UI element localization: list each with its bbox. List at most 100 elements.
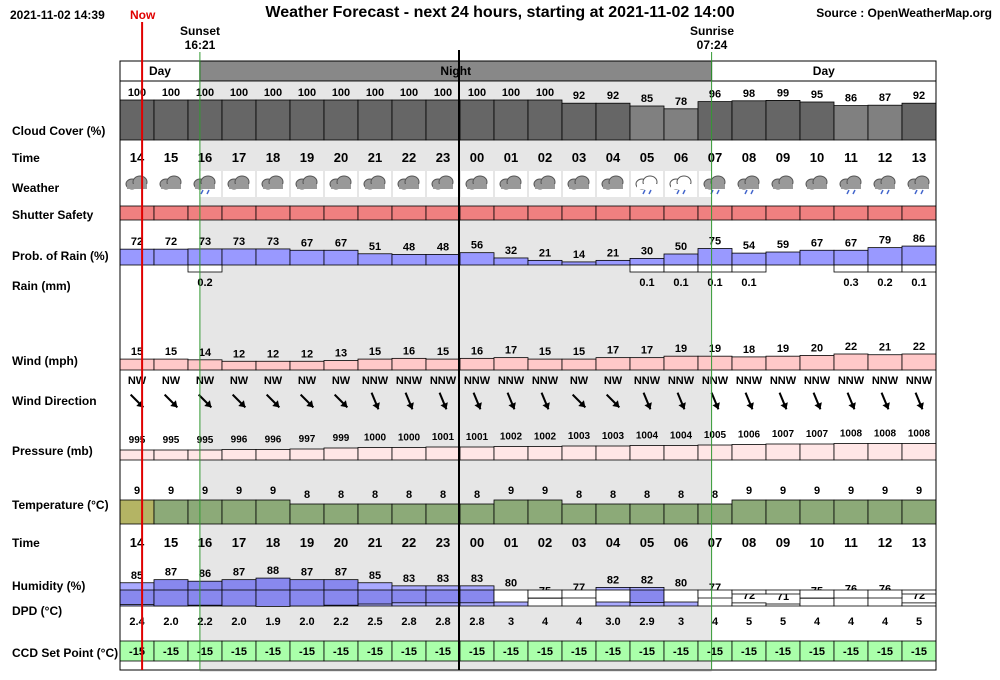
arrow-head xyxy=(238,400,246,408)
wind-speed-bar xyxy=(391,357,427,371)
wind-speed-value: 12 xyxy=(233,348,245,360)
cloud-base xyxy=(195,184,215,189)
wind-speed-value: 16 xyxy=(471,345,483,357)
cloud-cover-bar xyxy=(255,99,291,141)
rain-prob-bar xyxy=(527,259,563,266)
shutter-safety-cell xyxy=(187,205,223,221)
cloud-cover-bar xyxy=(867,104,903,141)
cloud-cover-bar xyxy=(629,105,665,141)
dpd-bar xyxy=(391,589,427,604)
cloud-cover-value: 100 xyxy=(366,87,384,99)
temperature-value: 8 xyxy=(440,489,446,501)
time-label: 02 xyxy=(538,150,552,165)
temperature-bar xyxy=(799,499,835,525)
pressure-bar xyxy=(493,446,529,461)
ccd-set-point-value: -15 xyxy=(605,646,621,658)
cloud-base xyxy=(365,184,385,189)
ccd-set-point-value: -15 xyxy=(503,646,519,658)
wind-direction-label: NNW xyxy=(702,375,729,387)
row-label-ccd-set-point: CCD Set Point (°C) xyxy=(12,646,119,660)
temperature-value: 8 xyxy=(678,489,684,501)
weather-cloud-rain-icon xyxy=(907,175,930,195)
pressure-value: 1003 xyxy=(602,431,625,442)
pressure-bar xyxy=(595,445,631,461)
weather-cloud-icon xyxy=(261,175,284,190)
time-label-bottom: 05 xyxy=(640,535,654,550)
rain-prob-value: 67 xyxy=(845,237,857,249)
humidity-value: 85 xyxy=(369,570,381,582)
wind-arrow-icon xyxy=(571,393,587,409)
weather-cloud-icon xyxy=(771,175,794,190)
wind-speed-bar xyxy=(663,355,699,371)
shutter-safety-cell xyxy=(561,205,597,221)
wind-speed-value: 20 xyxy=(811,342,823,354)
rain-amount-bar xyxy=(663,264,699,273)
wind-speed-bar xyxy=(459,357,495,371)
row-label-rain: Rain (mm) xyxy=(12,279,71,293)
temperature-bar xyxy=(867,499,903,525)
pressure-bar xyxy=(867,443,903,461)
weather-cloud-icon xyxy=(567,175,590,190)
wind-direction-label: NNW xyxy=(668,375,695,387)
rain-prob-value: 54 xyxy=(743,240,756,252)
row-label-wind: Wind (mph) xyxy=(12,354,78,368)
rain-drop xyxy=(200,189,204,195)
cloud-cover-bar xyxy=(459,99,495,141)
weather-cloud-icon xyxy=(295,175,318,190)
ccd-set-point-value: -15 xyxy=(707,646,723,658)
time-label: 07 xyxy=(708,150,722,165)
wind-arrow-icon xyxy=(506,392,516,410)
weather-cloud-icon xyxy=(159,175,182,190)
row-label-dpd: DPD (°C) xyxy=(12,604,63,618)
arrow-head xyxy=(340,400,348,408)
wind-direction-label: NW xyxy=(196,375,215,387)
pressure-value: 995 xyxy=(163,435,180,446)
cloud-base xyxy=(773,184,793,189)
pressure-value: 999 xyxy=(333,433,350,444)
wind-direction-label: NNW xyxy=(634,375,661,387)
rain-prob-bar xyxy=(731,252,767,266)
temperature-value: 8 xyxy=(372,489,378,501)
cloud-base xyxy=(603,184,623,189)
dpd-value: 3 xyxy=(678,616,684,628)
rain-prob-bar xyxy=(595,259,631,266)
ccd-set-point-value: -15 xyxy=(571,646,587,658)
ccd-set-point-value: -15 xyxy=(741,646,757,658)
wind-speed-value: 15 xyxy=(369,346,381,358)
dpd-value: 3.0 xyxy=(605,616,620,628)
cloud-base xyxy=(331,184,351,189)
arrow-head xyxy=(712,402,720,410)
wind-arrow-icon xyxy=(231,393,247,409)
wind-speed-bar xyxy=(833,353,869,371)
humidity-value: 83 xyxy=(471,573,483,585)
wind-speed-value: 18 xyxy=(743,344,755,356)
rain-prob-bar xyxy=(221,248,257,266)
row-label-wind-direction: Wind Direction xyxy=(12,394,97,408)
rain-prob-value: 73 xyxy=(199,236,211,248)
dpd-value: 4 xyxy=(542,616,549,628)
humidity-value: 82 xyxy=(641,574,653,586)
humidity-value: 87 xyxy=(335,567,347,579)
rain-amount-value: 0.2 xyxy=(877,277,892,289)
pressure-bar xyxy=(527,446,563,461)
temperature-value: 9 xyxy=(236,485,242,497)
cloud-cover-value: 92 xyxy=(913,90,925,102)
temperature-value: 9 xyxy=(542,485,548,497)
dpd-value: 4 xyxy=(882,616,889,628)
ccd-set-point-value: -15 xyxy=(639,646,655,658)
cloud-base xyxy=(433,184,453,189)
cloud-base xyxy=(297,184,317,189)
dpd-value: 1.9 xyxy=(265,616,280,628)
wind-arrow-icon xyxy=(642,392,652,410)
wind-speed-value: 21 xyxy=(879,342,891,354)
rain-prob-value: 21 xyxy=(607,247,619,259)
dpd-bar xyxy=(187,589,223,606)
rain-prob-bar xyxy=(901,245,937,266)
pressure-value: 1004 xyxy=(636,431,659,442)
wind-speed-value: 22 xyxy=(913,341,925,353)
dpd-value: 2.8 xyxy=(401,616,416,628)
time-label: 18 xyxy=(266,150,280,165)
rain-prob-value: 14 xyxy=(573,249,586,261)
wind-speed-value: 12 xyxy=(267,348,279,360)
rain-prob-bar xyxy=(799,249,835,266)
